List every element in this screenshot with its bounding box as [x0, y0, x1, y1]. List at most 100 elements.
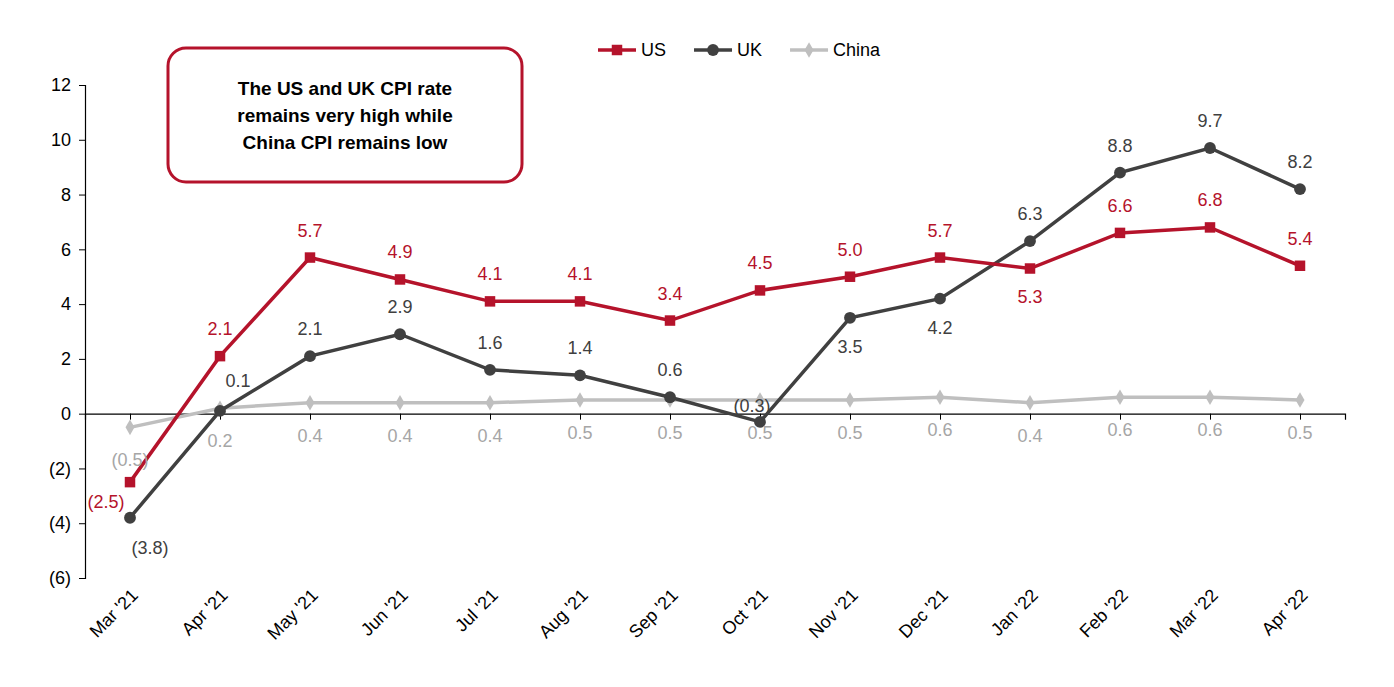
series-marker	[934, 293, 946, 305]
data-label: 8.8	[1107, 136, 1132, 156]
series-marker	[395, 274, 405, 284]
series-marker	[396, 395, 405, 411]
x-tick-label: Jan '22	[987, 585, 1042, 640]
y-tick-label: 12	[51, 75, 71, 95]
series-marker	[935, 252, 945, 262]
data-label: 1.6	[477, 333, 502, 353]
y-tick-label: 8	[61, 185, 71, 205]
x-tick-label: May '21	[263, 585, 321, 643]
data-label: 6.8	[1197, 190, 1222, 210]
x-tick-label: Dec '21	[895, 585, 952, 642]
series-marker	[665, 315, 675, 325]
series-marker	[1205, 222, 1215, 232]
data-label: 8.2	[1287, 152, 1312, 172]
series-marker	[125, 477, 135, 487]
x-tick-mark	[130, 414, 131, 420]
legend-item: US	[598, 40, 666, 60]
series-marker	[486, 395, 495, 411]
y-tick-label: 2	[61, 349, 71, 369]
data-label: 5.4	[1287, 229, 1312, 249]
series-marker	[304, 350, 316, 362]
y-tick-mark	[79, 468, 85, 469]
y-tick: (2)	[49, 459, 85, 479]
data-label: 0.5	[837, 423, 862, 443]
x-tick: Nov '21	[805, 414, 862, 642]
y-tick: 4	[61, 294, 85, 314]
series-marker	[215, 351, 225, 361]
x-tick: Dec '21	[895, 414, 952, 642]
x-axis: Mar '21 Apr '21 May '21 Jun '21 Jul '21 Aug '…	[86, 414, 1346, 644]
series-marker	[1024, 235, 1036, 247]
data-label: 0.5	[657, 423, 682, 443]
series-line	[130, 227, 1300, 482]
x-tick: Apr '21	[178, 414, 232, 640]
x-tick-mark	[1030, 414, 1031, 420]
series-marker	[305, 252, 315, 262]
annotation-text: China CPI remains low	[243, 132, 448, 153]
y-axis-line	[79, 86, 86, 579]
y-tick-mark	[79, 359, 85, 360]
plot-marks	[124, 142, 1306, 524]
x-tick: Jul '21	[451, 414, 502, 636]
x-tick-mark	[670, 414, 671, 420]
x-tick-label: Oct '21	[718, 585, 772, 639]
y-tick-label: (2)	[49, 459, 71, 479]
data-label: 2.1	[207, 319, 232, 339]
data-label: (0.5)	[111, 450, 148, 470]
legend-label: UK	[737, 40, 762, 60]
series-marker	[1206, 389, 1215, 405]
x-tick-mark	[310, 414, 311, 420]
x-tick: Apr '22	[1258, 414, 1312, 640]
y-tick: 2	[61, 349, 85, 369]
legend-marker	[612, 45, 622, 55]
y-tick: 12	[51, 75, 85, 95]
y-tick-label: 10	[51, 130, 71, 150]
legend-item: China	[790, 40, 881, 60]
x-tick-label: Mar '22	[1166, 585, 1222, 641]
series-marker	[1204, 142, 1216, 154]
data-label: 5.7	[297, 221, 322, 241]
x-tick-mark	[490, 414, 491, 420]
y-tick-label: 4	[61, 294, 71, 314]
series-marker	[574, 369, 586, 381]
data-label: 9.7	[1197, 111, 1222, 131]
data-label: 0.6	[927, 420, 952, 440]
y-tick-mark	[79, 195, 85, 196]
data-label: 0.5	[567, 423, 592, 443]
x-tick-label: Jun '21	[357, 585, 412, 640]
series-marker	[306, 395, 315, 411]
data-label: 0.4	[1017, 426, 1042, 446]
data-label: 0.4	[297, 426, 322, 446]
x-tick: Oct '21	[718, 414, 772, 640]
x-tick-label: Mar '21	[86, 585, 142, 641]
x-tick-label: Feb '22	[1076, 585, 1132, 641]
annotation-text: The US and UK CPI rate	[238, 78, 452, 99]
x-tick: Mar '21	[86, 414, 142, 642]
data-label: 0.4	[477, 426, 502, 446]
x-tick-mark	[1120, 414, 1121, 420]
series-marker	[755, 285, 765, 295]
x-tick: Aug '21	[535, 414, 592, 642]
x-tick-label: Sep '21	[625, 585, 682, 642]
y-tick-mark	[79, 414, 85, 415]
series-marker	[124, 512, 136, 524]
x-tick-mark	[1300, 414, 1301, 420]
data-label: 2.9	[387, 297, 412, 317]
x-tick: Jun '21	[357, 414, 412, 640]
y-tick: (6)	[49, 568, 85, 588]
legend-marker	[707, 44, 719, 56]
y-tick: (4)	[49, 513, 85, 533]
x-tick-mark	[580, 414, 581, 420]
chart: (6)(4)(2)024681012Mar '21Apr '21May '21J…	[0, 0, 1394, 687]
y-tick: 0	[61, 404, 85, 424]
legend-marker	[805, 42, 814, 58]
x-tick-label: Apr '21	[178, 585, 232, 639]
data-label: 4.9	[387, 242, 412, 262]
y-tick-mark	[79, 140, 85, 141]
x-tick: Sep '21	[625, 414, 682, 642]
data-label: 1.4	[567, 338, 592, 358]
series-marker	[576, 392, 585, 408]
annotation-text: remains very high while	[237, 105, 452, 126]
x-tick-label: Apr '22	[1258, 585, 1312, 639]
data-label: 2.1	[297, 319, 322, 339]
